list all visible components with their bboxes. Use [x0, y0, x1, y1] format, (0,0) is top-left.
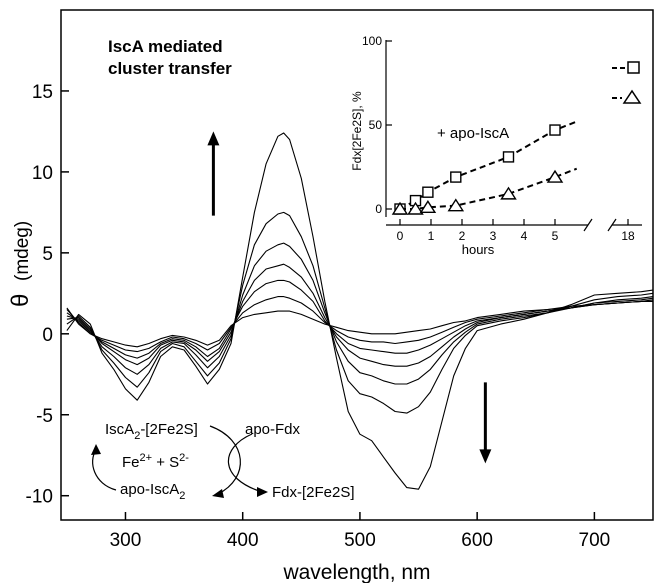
- main-plot-frame: [61, 10, 653, 520]
- spectrum-line-4: [67, 264, 653, 366]
- y-axis-label-symbol: θ: [7, 294, 34, 307]
- spectrum-line-6: [67, 297, 653, 352]
- scheme-s-charge: 2-: [179, 452, 189, 464]
- scheme-iron-sulfide: Fe2+ + S2-: [122, 452, 189, 471]
- x-axis-label: wavelength, nm: [282, 561, 430, 583]
- inset-y-tick-label: 100: [362, 34, 382, 48]
- scheme-apo-fdx: apo-Fdx: [245, 421, 301, 438]
- x-axis-ticks: 300 400 500 600 700: [110, 512, 611, 551]
- scheme-arrowhead-right: [257, 487, 268, 497]
- inset-x-tick-label: 3: [490, 229, 497, 243]
- scheme-isca-apo-main: apo-IscA: [120, 481, 179, 498]
- inset-x-tick-label: 0: [397, 229, 404, 243]
- spectrum-line-5: [67, 280, 653, 358]
- x-tick-label: 500: [344, 530, 376, 551]
- inset-y-tick-label: 0: [375, 202, 382, 216]
- scheme-isca-holo-main: IscA: [105, 421, 134, 438]
- inset-y-tick-label: 50: [369, 118, 383, 132]
- scheme-arc-left: [210, 426, 240, 494]
- inset-plot: 0 50 100 0 1 2 3 4 5 18 + apo-IscA hours Fdx[2Fe2…: [350, 34, 642, 257]
- increase-arrow-head: [207, 131, 219, 145]
- scheme-plus-s: + S: [152, 454, 179, 471]
- inset-annotation: + apo-IscA: [437, 125, 509, 142]
- scheme-curved-arrowhead: [91, 444, 101, 455]
- x-tick-label: 600: [461, 530, 493, 551]
- y-tick-label: 10: [32, 163, 53, 184]
- inset-y-axis-label: Fdx[2Fe2S], %: [350, 91, 364, 171]
- y-tick-label: 0: [42, 325, 53, 346]
- scheme-curved-arrow: [93, 450, 116, 490]
- x-tick-label: 400: [227, 530, 259, 551]
- scheme-isca-holo-rest: -[2Fe2S]: [140, 421, 198, 438]
- spectrum-line-2: [67, 212, 653, 413]
- chart-title-line1: IscA mediated: [108, 37, 223, 56]
- x-tick-label: 300: [110, 530, 142, 551]
- y-tick-label: 5: [42, 244, 53, 265]
- scheme-isca-apo: apo-IscA2: [120, 481, 185, 502]
- inset-x-tick-label: 1: [428, 229, 435, 243]
- scheme-isca-holo: IscA2-[2Fe2S]: [105, 421, 198, 442]
- inset-x-tick-label: 4: [521, 229, 528, 243]
- inset-square-point: [423, 187, 433, 197]
- inset-x-axis-label: hours: [462, 242, 495, 257]
- y-tick-label: -5: [36, 406, 53, 427]
- inset-x-tick-label: 5: [552, 229, 559, 243]
- y-tick-label: 15: [32, 82, 53, 103]
- inset-square-point: [550, 125, 560, 135]
- y-tick-label: -10: [26, 487, 53, 508]
- legend-triangle-marker: [624, 91, 640, 103]
- inset-x-tick-label: 2: [459, 229, 466, 243]
- chart-title-line2: cluster transfer: [108, 59, 232, 78]
- reaction-scheme: IscA2-[2Fe2S] Fe2+ + S2- apo-IscA2 apo-F…: [91, 421, 355, 502]
- scheme-holo-fdx: Fdx-[2Fe2S]: [272, 484, 355, 501]
- scheme-arrowhead-left: [212, 489, 224, 498]
- scheme-fe-charge: 2+: [140, 452, 153, 464]
- scheme-isca-apo-sub: 2: [179, 490, 185, 502]
- inset-square-point: [504, 152, 514, 162]
- decrease-arrow-head: [479, 449, 491, 463]
- inset-square-point: [451, 172, 461, 182]
- inset-triangle-point: [502, 188, 516, 199]
- legend-square-marker: [628, 62, 639, 73]
- x-tick-label: 700: [579, 530, 611, 551]
- inset-x-tick-label: 18: [621, 229, 635, 243]
- inset-triangle-point: [548, 171, 562, 182]
- inset-legend: [612, 62, 640, 103]
- scheme-fe: Fe: [122, 454, 140, 471]
- y-axis-label-unit: (mdeg): [12, 221, 33, 281]
